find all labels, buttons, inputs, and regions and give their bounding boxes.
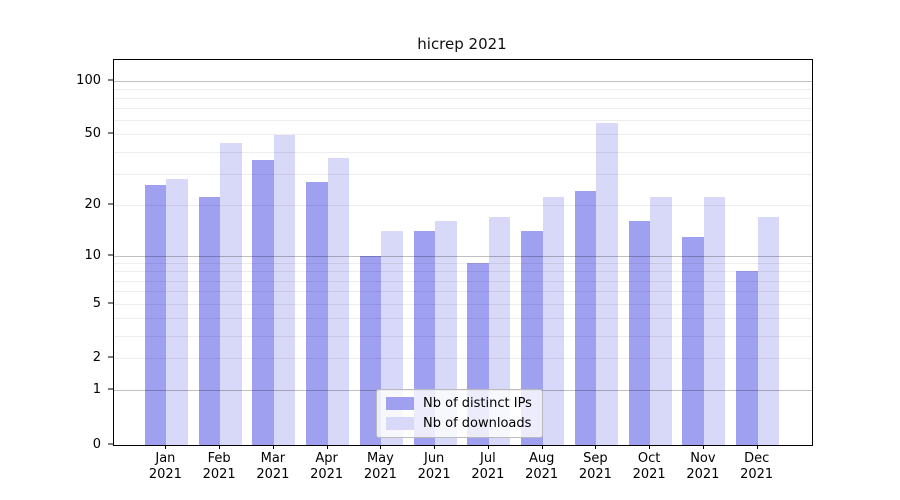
bar-downloads-nov bbox=[703, 197, 726, 445]
plot-area: Nb of distinct IPs Nb of downloads bbox=[113, 59, 813, 446]
x-tick-label-nov: Nov 2021 bbox=[686, 451, 720, 482]
bar-distinct-ips-sep bbox=[574, 190, 597, 445]
minor-gridline-60 bbox=[114, 120, 812, 122]
legend: Nb of distinct IPs Nb of downloads bbox=[376, 389, 543, 438]
major-gridline-10 bbox=[114, 255, 812, 257]
bar-downloads-apr bbox=[327, 157, 350, 445]
y-tick-label-2: 2 bbox=[92, 350, 101, 366]
y-tick-label-1: 1 bbox=[92, 382, 101, 398]
minor-gridline-80 bbox=[114, 97, 812, 99]
legend-label-downloads: Nb of downloads bbox=[423, 416, 532, 431]
bar-downloads-dec bbox=[757, 216, 780, 445]
x-tick-mark-aug bbox=[541, 445, 543, 449]
bar-distinct-ips-oct bbox=[628, 221, 651, 445]
legend-item-downloads: Nb of downloads bbox=[386, 416, 532, 431]
y-tick-label-20: 20 bbox=[84, 196, 101, 212]
y-tick-mark-2 bbox=[108, 356, 113, 358]
legend-swatch-downloads bbox=[386, 417, 414, 430]
major-gridline-100 bbox=[114, 80, 812, 82]
bar-downloads-aug bbox=[542, 197, 565, 445]
minor-gridline-4 bbox=[114, 317, 812, 319]
minor-gridline-20 bbox=[114, 204, 812, 206]
x-tick-mark-dec bbox=[756, 445, 758, 449]
x-tick-label-mar: Mar 2021 bbox=[256, 451, 290, 482]
y-tick-label-5: 5 bbox=[92, 295, 101, 311]
x-tick-label-sep: Sep 2021 bbox=[578, 451, 612, 482]
bar-distinct-ips-apr bbox=[306, 181, 328, 445]
bar-downloads-mar bbox=[273, 134, 296, 445]
bar-downloads-oct bbox=[650, 197, 672, 445]
bar-distinct-ips-dec bbox=[736, 271, 758, 445]
x-tick-label-jun: Jun 2021 bbox=[417, 451, 451, 482]
bar-downloads-jul bbox=[488, 216, 511, 445]
y-tick-mark-100 bbox=[108, 79, 113, 81]
y-tick-mark-10 bbox=[108, 254, 113, 256]
y-tick-mark-50 bbox=[108, 132, 113, 134]
x-tick-mark-oct bbox=[649, 445, 651, 449]
x-tick-mark-jan bbox=[165, 445, 167, 449]
y-tick-mark-5 bbox=[108, 302, 113, 303]
x-tick-label-oct: Oct 2021 bbox=[632, 451, 666, 482]
x-tick-label-dec: Dec 2021 bbox=[740, 451, 774, 482]
x-tick-label-jan: Jan 2021 bbox=[148, 451, 182, 482]
legend-item-distinct-ips: Nb of distinct IPs bbox=[386, 396, 532, 411]
minor-gridline-90 bbox=[114, 88, 812, 90]
x-tick-mark-feb bbox=[219, 445, 221, 449]
chart-title: hicrep 2021 bbox=[417, 35, 507, 53]
x-tick-mark-nov bbox=[702, 445, 704, 449]
x-tick-label-aug: Aug 2021 bbox=[525, 451, 559, 482]
y-tick-label-100: 100 bbox=[76, 72, 101, 88]
bar-distinct-ips-jan bbox=[144, 184, 167, 445]
legend-label-distinct-ips: Nb of distinct IPs bbox=[423, 396, 532, 411]
y-tick-label-0: 0 bbox=[92, 437, 101, 452]
bar-distinct-ips-feb bbox=[198, 197, 221, 445]
minor-gridline-2 bbox=[114, 358, 812, 360]
minor-gridline-7 bbox=[114, 280, 812, 282]
x-tick-label-may: May 2021 bbox=[363, 451, 397, 482]
y-tick-mark-0 bbox=[108, 443, 113, 445]
legend-swatch-distinct-ips bbox=[386, 397, 414, 410]
minor-gridline-40 bbox=[114, 151, 812, 153]
minor-gridline-30 bbox=[114, 173, 812, 175]
x-tick-mark-may bbox=[380, 445, 382, 449]
minor-gridline-50 bbox=[114, 134, 812, 136]
minor-gridline-3 bbox=[114, 335, 812, 337]
x-tick-mark-sep bbox=[595, 445, 597, 449]
y-tick-label-10: 10 bbox=[84, 247, 101, 263]
bar-downloads-jan bbox=[166, 179, 188, 445]
x-tick-label-feb: Feb 2021 bbox=[202, 451, 236, 482]
y-tick-mark-1 bbox=[108, 388, 113, 390]
bar-distinct-ips-mar bbox=[252, 159, 274, 445]
minor-gridline-8 bbox=[114, 271, 812, 273]
bar-downloads-feb bbox=[220, 142, 242, 445]
x-tick-label-apr: Apr 2021 bbox=[310, 451, 344, 482]
bar-distinct-ips-nov bbox=[682, 236, 704, 445]
minor-gridline-6 bbox=[114, 291, 812, 293]
x-tick-mark-jul bbox=[487, 445, 489, 449]
minor-gridline-70 bbox=[114, 108, 812, 110]
minor-gridline-9 bbox=[114, 263, 812, 265]
bar-downloads-sep bbox=[596, 123, 618, 445]
y-tick-mark-20 bbox=[108, 203, 113, 205]
x-tick-mark-apr bbox=[326, 445, 328, 449]
minor-gridline-5 bbox=[114, 303, 812, 305]
y-tick-label-50: 50 bbox=[84, 126, 101, 142]
x-tick-mark-jun bbox=[434, 445, 436, 449]
x-tick-mark-mar bbox=[272, 445, 274, 449]
x-tick-label-jul: Jul 2021 bbox=[471, 451, 505, 482]
